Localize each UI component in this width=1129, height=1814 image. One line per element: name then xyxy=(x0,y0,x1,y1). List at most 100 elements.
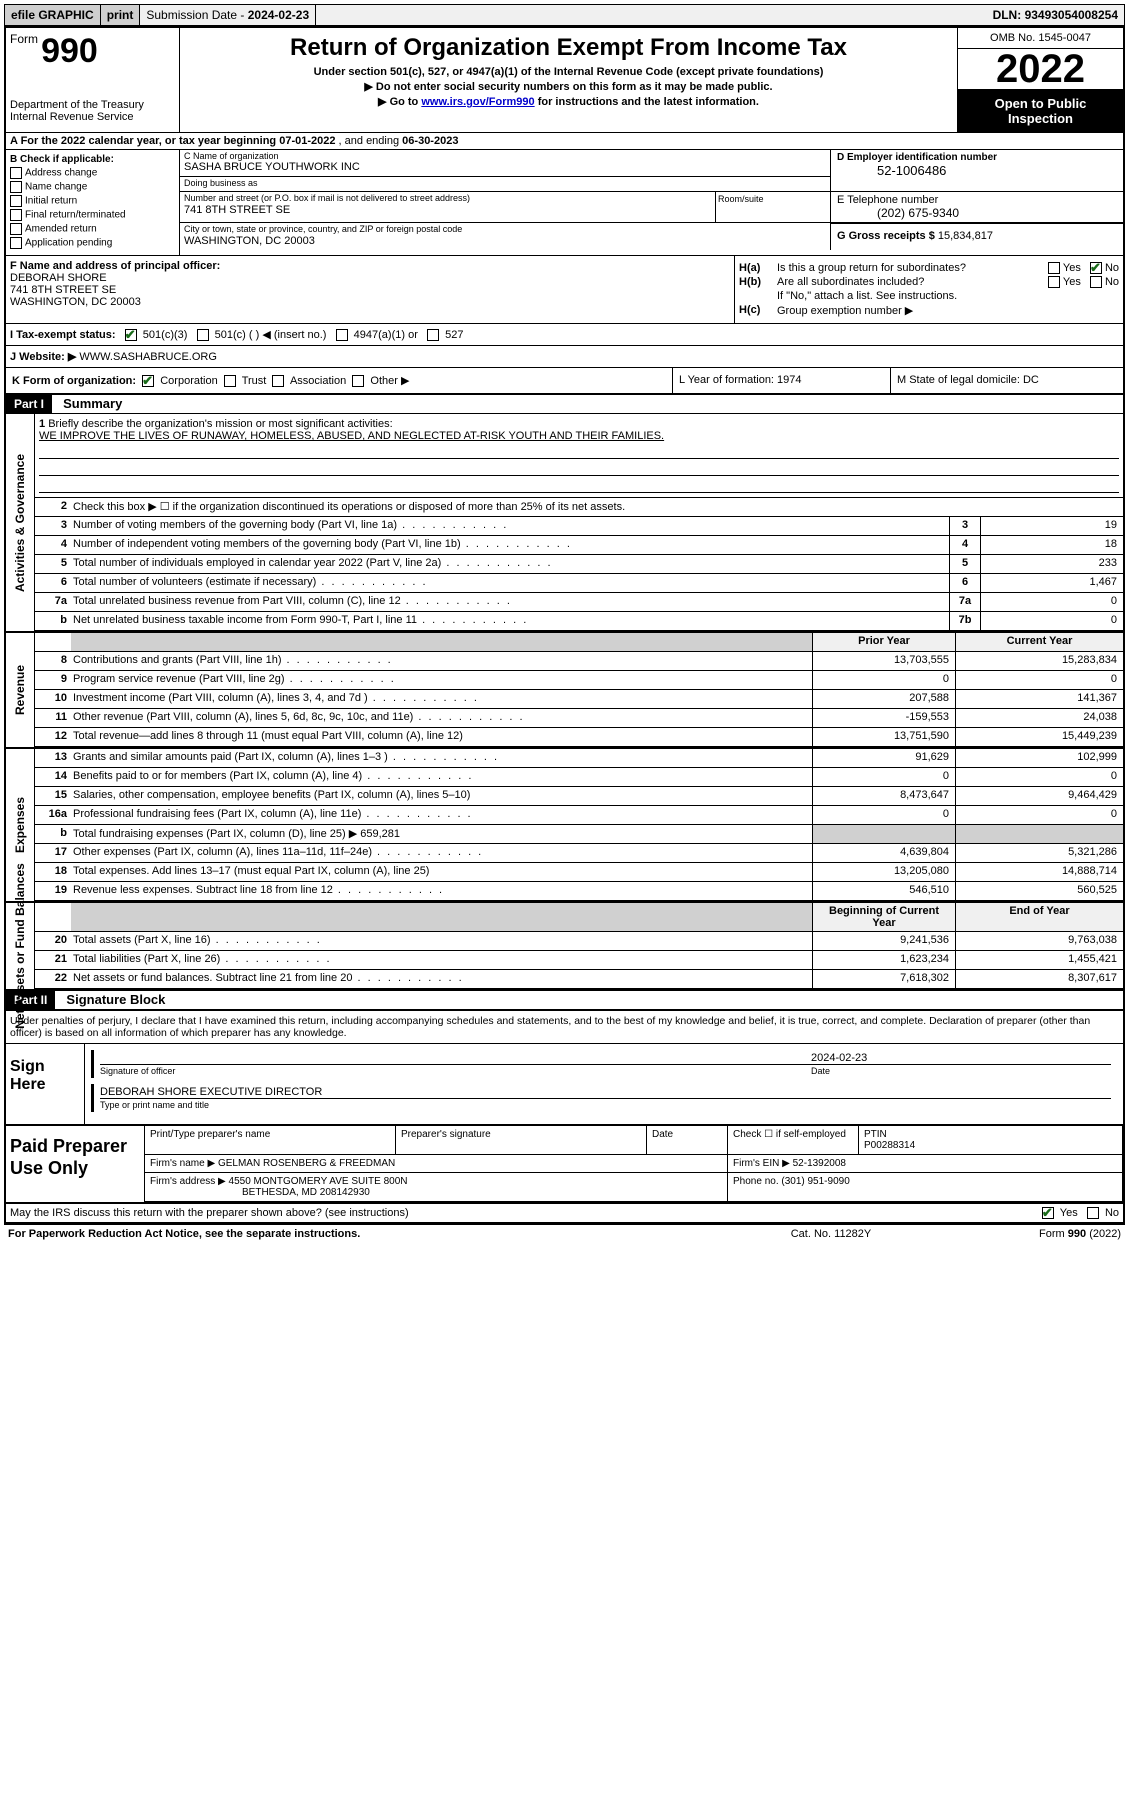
sig-officer-label: Signature of officer xyxy=(100,1064,811,1076)
chk-address-change[interactable]: Address change xyxy=(10,167,175,179)
j-label: J Website: ▶ xyxy=(10,351,79,363)
sig-date-value: 2024-02-23 xyxy=(811,1052,1111,1064)
chk-other[interactable] xyxy=(352,375,364,387)
p13: 91,629 xyxy=(812,749,955,767)
b22: 7,618,302 xyxy=(812,970,955,988)
paid-preparer-label: Paid Preparer Use Only xyxy=(6,1126,145,1202)
line-11: Other revenue (Part VIII, column (A), li… xyxy=(71,709,812,727)
form-id-box: Form 990 Department of the Treasury Inte… xyxy=(6,28,180,132)
line-14: Benefits paid to or for members (Part IX… xyxy=(71,768,812,786)
h-a-label: H(a) xyxy=(739,262,777,274)
c11: 24,038 xyxy=(955,709,1123,727)
f-city: WASHINGTON, DC 20003 xyxy=(10,296,141,308)
line-22: Net assets or fund balances. Subtract li… xyxy=(71,970,812,988)
i-label: I Tax-exempt status: xyxy=(10,329,116,341)
prep-col-date: Date xyxy=(647,1126,728,1155)
firm-name-value: GELMAN ROSENBERG & FREEDMAN xyxy=(218,1158,395,1169)
org-name: SASHA BRUCE YOUTHWORK INC xyxy=(180,161,830,176)
c-street-label: Number and street (or P.O. box if mail i… xyxy=(180,192,715,204)
a-pre: A For the 2022 calendar year, or tax yea… xyxy=(10,135,279,147)
l16b-val: 659,281 xyxy=(360,828,400,840)
org-street: 741 8TH STREET SE xyxy=(180,204,715,218)
section-f-officer: F Name and address of principal officer:… xyxy=(6,256,735,323)
f-name: DEBORAH SHORE xyxy=(10,272,107,284)
prep-col-name: Print/Type preparer's name xyxy=(145,1126,396,1155)
part-i-title: Summary xyxy=(55,396,122,411)
irs-label: Internal Revenue Service xyxy=(10,111,175,123)
line-10: Investment income (Part VIII, column (A)… xyxy=(71,690,812,708)
d-ein-label: D Employer identification number xyxy=(837,152,1117,163)
col-end-year: End of Year xyxy=(955,903,1123,931)
top-toolbar: efile GRAPHIC print Submission Date - 20… xyxy=(4,4,1125,26)
ptin-label: PTIN xyxy=(864,1129,887,1140)
e-tel-value: (202) 675-9340 xyxy=(837,206,1117,220)
line-6-value: 1,467 xyxy=(980,574,1123,592)
chk-association[interactable] xyxy=(272,375,284,387)
c17: 5,321,286 xyxy=(955,844,1123,862)
chk-application-pending[interactable]: Application pending xyxy=(10,237,175,249)
chk-amended-return[interactable]: Amended return xyxy=(10,223,175,235)
prep-col-sig: Preparer's signature xyxy=(396,1126,647,1155)
chk-4947a1[interactable] xyxy=(336,329,348,341)
print-button[interactable]: print xyxy=(101,5,141,25)
c-dba-label: Doing business as xyxy=(180,177,830,188)
b-label: B Check if applicable: xyxy=(10,154,114,165)
firm-phone-value: (301) 951-9090 xyxy=(781,1176,849,1187)
row-k-form-of-org: K Form of organization: Corporation Trus… xyxy=(6,368,673,393)
h-a-text: Is this a group return for subordinates? xyxy=(777,262,1009,274)
irs-form990-link[interactable]: www.irs.gov/Form990 xyxy=(421,96,534,108)
h-c-label: H(c) xyxy=(739,304,777,317)
chk-name-change[interactable]: Name change xyxy=(10,181,175,193)
section-b-checkboxes: B Check if applicable: Address change Na… xyxy=(6,150,180,255)
g-gross-value: 15,834,817 xyxy=(938,230,993,242)
k-label: K Form of organization: xyxy=(12,375,136,387)
firm-addr2: BETHESDA, MD 208142930 xyxy=(150,1187,370,1198)
sig-intro-text: Under penalties of perjury, I declare th… xyxy=(6,1010,1123,1043)
chk-527[interactable] xyxy=(427,329,439,341)
firm-addr1: 4550 MONTGOMERY AVE SUITE 800N xyxy=(229,1176,408,1187)
p18: 13,205,080 xyxy=(812,863,955,881)
line-3-value: 19 xyxy=(980,517,1123,535)
footer-formid: Form 990 (2022) xyxy=(941,1228,1121,1240)
p19: 546,510 xyxy=(812,882,955,900)
c9: 0 xyxy=(955,671,1123,689)
chk-trust[interactable] xyxy=(224,375,236,387)
chk-initial-return[interactable]: Initial return xyxy=(10,195,175,207)
chk-discuss-no[interactable] xyxy=(1087,1207,1099,1219)
c-city-label: City or town, state or province, country… xyxy=(180,223,830,235)
line-3-text: Number of voting members of the governin… xyxy=(71,517,949,535)
line-4-value: 18 xyxy=(980,536,1123,554)
c-name-label: C Name of organization xyxy=(180,150,830,161)
line-20: Total assets (Part X, line 16) xyxy=(71,932,812,950)
chk-501c[interactable] xyxy=(197,329,209,341)
firm-addr-label: Firm's address ▶ xyxy=(150,1176,229,1187)
b21: 1,623,234 xyxy=(812,951,955,969)
c14: 0 xyxy=(955,768,1123,786)
j-website-value: WWW.SASHABRUCE.ORG xyxy=(79,351,217,363)
sig-name-title: DEBORAH SHORE EXECUTIVE DIRECTOR xyxy=(100,1086,1111,1098)
org-dba xyxy=(180,188,830,191)
chk-corporation[interactable] xyxy=(142,375,154,387)
a-begin: 07-01-2022 xyxy=(279,135,335,147)
chk-final-return[interactable]: Final return/terminated xyxy=(10,209,175,221)
chk-discuss-yes[interactable] xyxy=(1042,1207,1054,1219)
line-4-text: Number of independent voting members of … xyxy=(71,536,949,554)
note2-pre: ▶ Go to xyxy=(378,96,421,108)
omb-number: OMB No. 1545-0047 xyxy=(958,28,1123,49)
p14: 0 xyxy=(812,768,955,786)
org-city: WASHINGTON, DC 20003 xyxy=(180,235,830,250)
p11: -159,553 xyxy=(812,709,955,727)
c10: 141,367 xyxy=(955,690,1123,708)
side-label-net-assets: Net Assets or Fund Balances xyxy=(6,903,35,989)
p16a: 0 xyxy=(812,806,955,824)
dln-cell: DLN: 93493054008254 xyxy=(987,5,1124,25)
col-begin-year: Beginning of Current Year xyxy=(812,903,955,931)
chk-501c3[interactable] xyxy=(125,329,137,341)
f-label: F Name and address of principal officer: xyxy=(10,260,220,272)
l-year-formation: L Year of formation: 1974 xyxy=(673,368,891,393)
efile-graphic-button[interactable]: efile GRAPHIC xyxy=(5,5,101,25)
firm-ein-value: 52-1392008 xyxy=(793,1158,846,1169)
p15: 8,473,647 xyxy=(812,787,955,805)
line-7b-text: Net unrelated business taxable income fr… xyxy=(71,612,949,630)
header-title-box: Return of Organization Exempt From Incom… xyxy=(180,28,957,132)
